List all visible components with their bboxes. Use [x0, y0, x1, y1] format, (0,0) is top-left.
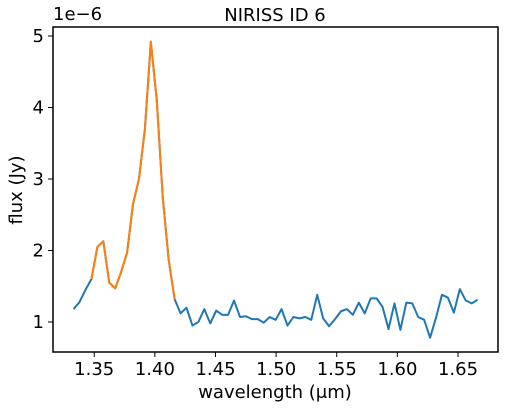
y-tick-label: 4: [33, 97, 44, 118]
x-tick-label: 1.55: [317, 359, 357, 380]
y-offset-label: 1e−6: [53, 4, 102, 25]
y-tick-label: 1: [33, 312, 44, 333]
chart-title: NIRISS ID 6: [224, 5, 326, 26]
y-axis-label: flux (Jy): [6, 155, 27, 224]
series-line: [72, 40, 479, 339]
axes-frame: [52, 26, 499, 353]
x-tick-label: 1.50: [256, 359, 296, 380]
y-tick-label: 2: [33, 240, 44, 261]
x-tick-label: 1.35: [74, 359, 114, 380]
y-tick-label: 3: [33, 169, 44, 190]
x-tick-label: 1.65: [438, 359, 478, 380]
x-axis-label: wavelength (μm): [198, 382, 352, 403]
x-tick-label: 1.60: [377, 359, 417, 380]
y-tick-label: 5: [33, 26, 44, 47]
x-tick-label: 1.45: [195, 359, 235, 380]
series-line: [90, 40, 176, 300]
x-tick-label: 1.40: [135, 359, 175, 380]
